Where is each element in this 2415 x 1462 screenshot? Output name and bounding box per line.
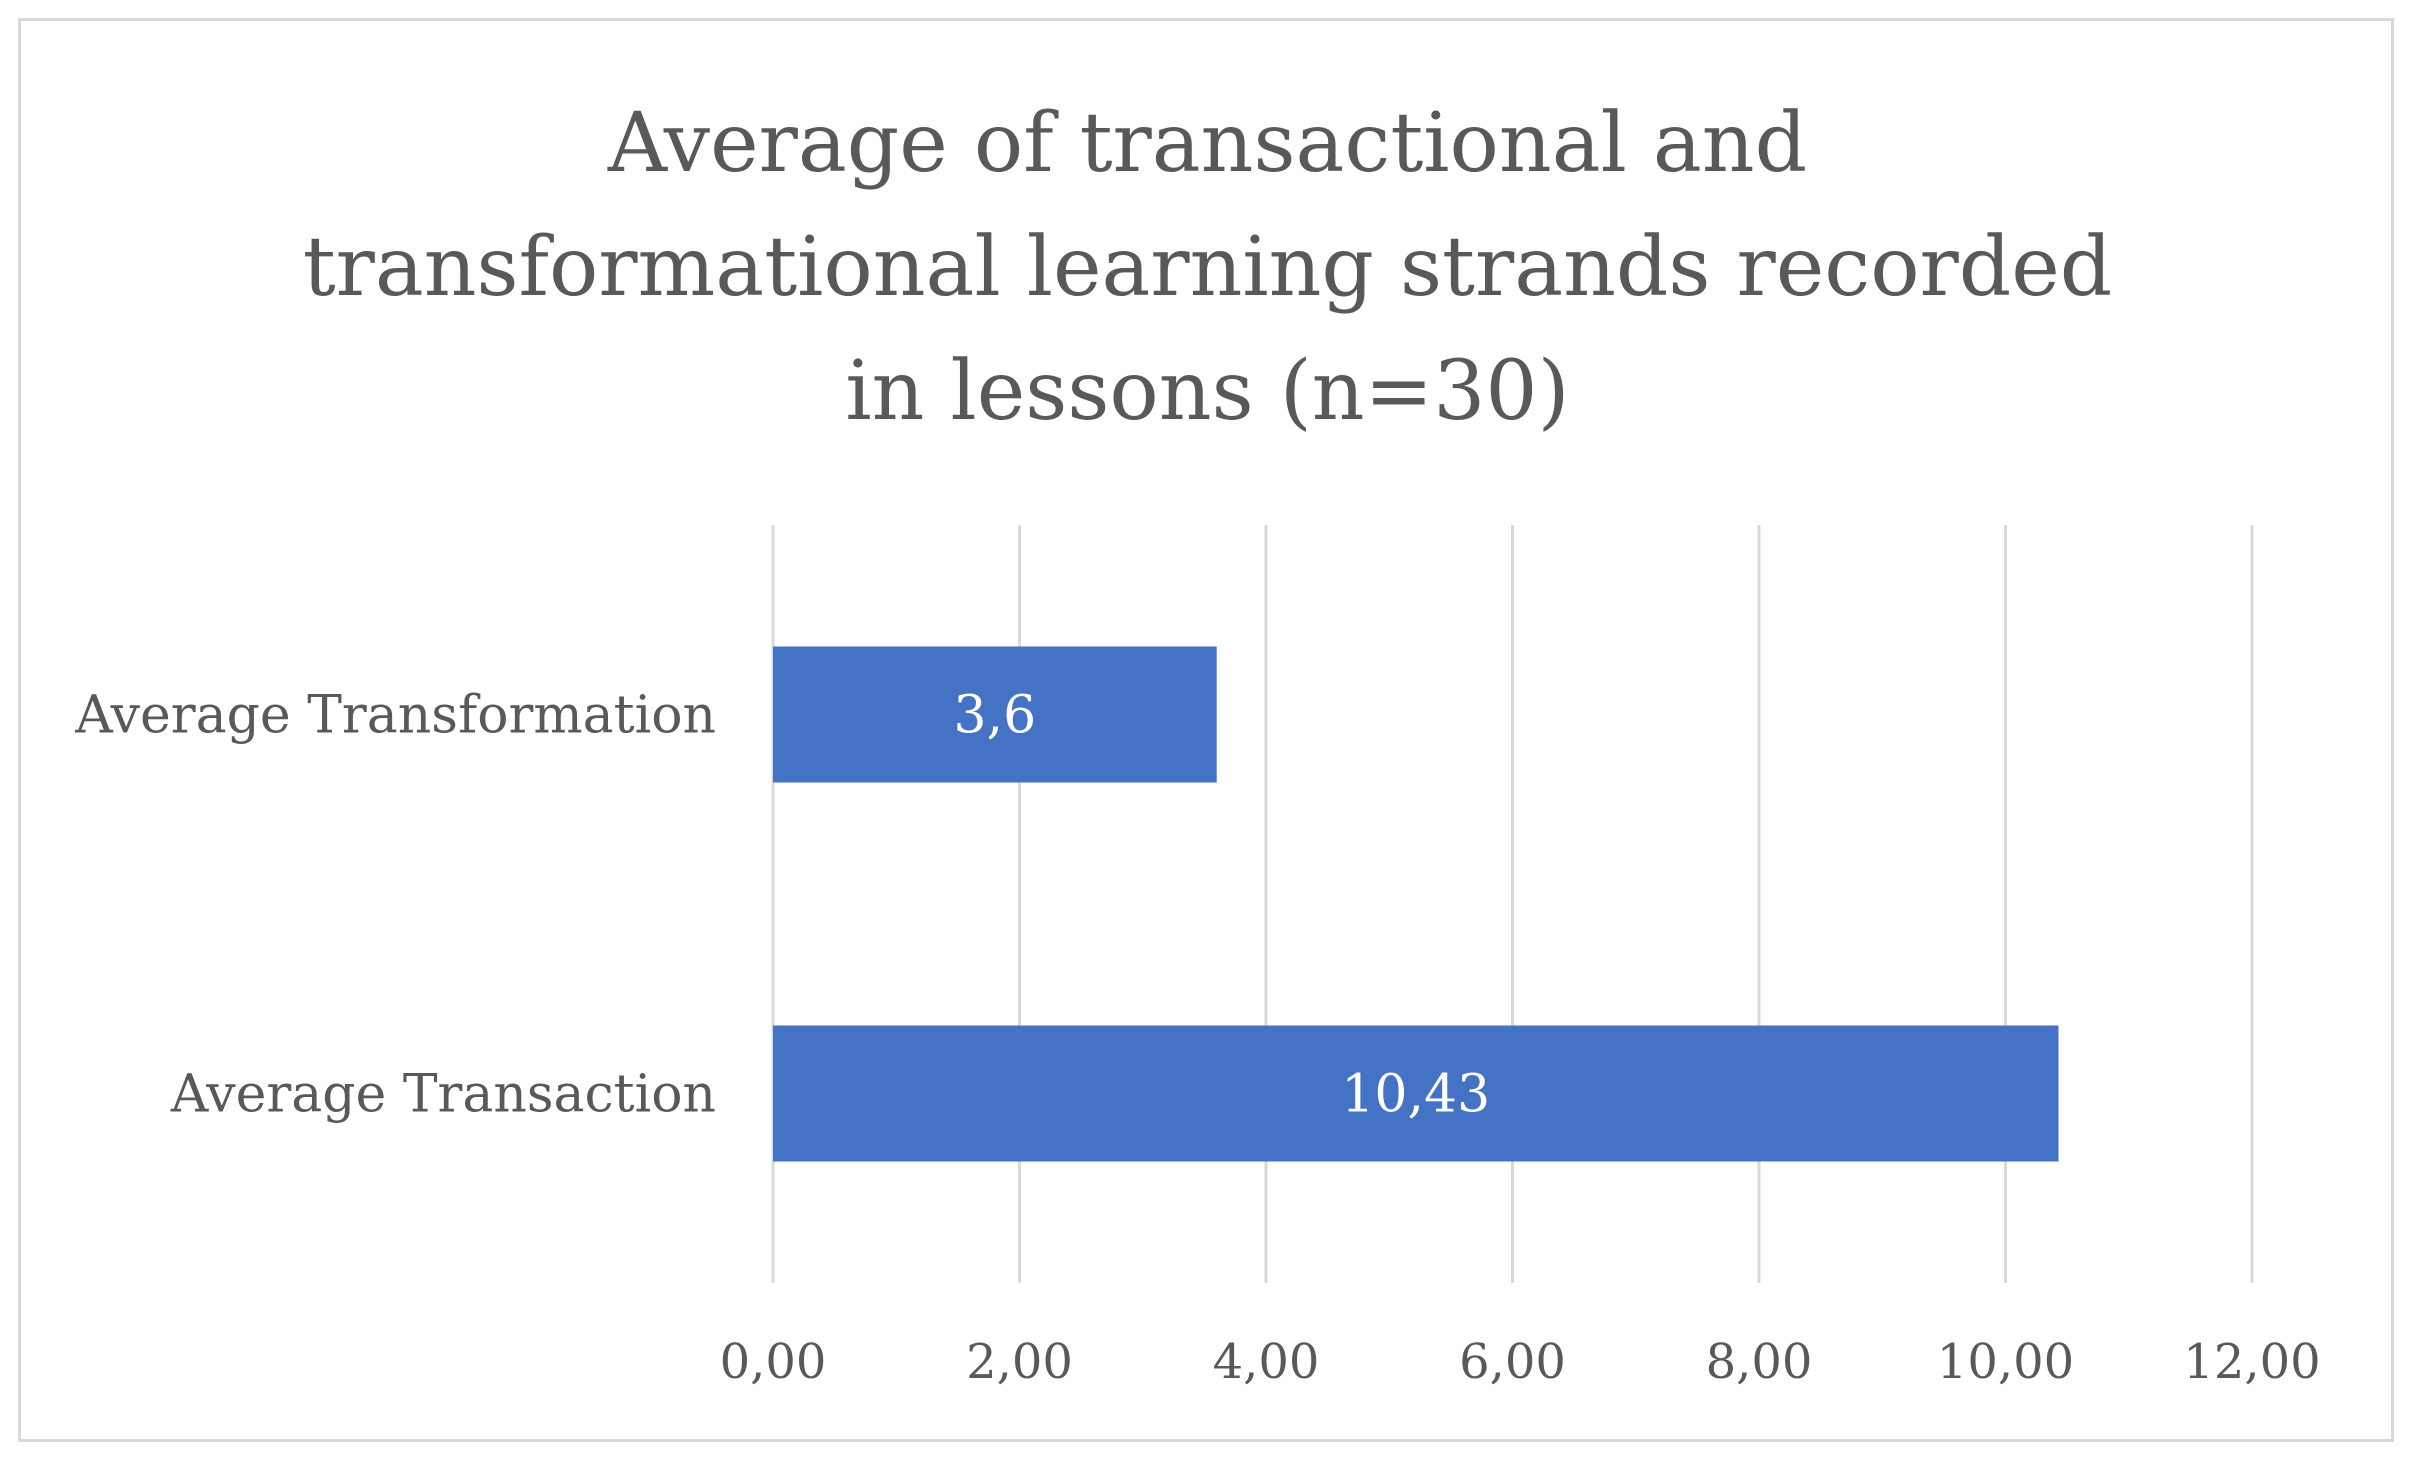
x-tick-labels: 0,00 2,00 4,00 6,00 8,00 10,00 12,00	[720, 1334, 2321, 1390]
x-tick-label: 4,00	[1213, 1334, 1320, 1390]
category-label: Average Transformation	[74, 686, 716, 746]
data-label: 3,6	[953, 686, 1036, 746]
chart-title-line-2: transformational learning strands record…	[302, 220, 2113, 315]
bars: 3,6 10,43	[773, 646, 2059, 1162]
chart-title-line-3: in lessons (n=30)	[845, 344, 1570, 439]
chart-title: Average of transactional and transformat…	[0, 82, 2415, 454]
chart-title-line-1: Average of transactional and	[607, 96, 1808, 191]
x-tick-label: 10,00	[1937, 1334, 2074, 1390]
bar	[773, 646, 1217, 783]
category-labels: Average Transformation Average Transactio…	[74, 686, 716, 1125]
x-tick-label: 6,00	[1459, 1334, 1566, 1390]
data-label: 10,43	[1341, 1065, 1490, 1125]
x-tick-label: 0,00	[720, 1334, 827, 1390]
x-tick-label: 2,00	[966, 1334, 1073, 1390]
x-tick-label: 8,00	[1706, 1334, 1813, 1390]
bar	[773, 1025, 2059, 1162]
category-label: Average Transaction	[170, 1065, 716, 1125]
x-tick-label: 12,00	[2183, 1334, 2320, 1390]
gridlines	[771, 525, 2254, 1283]
